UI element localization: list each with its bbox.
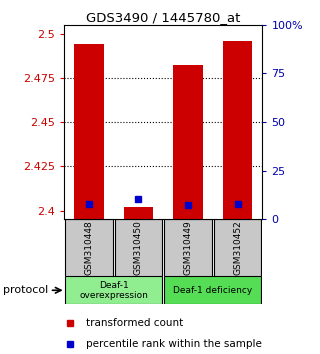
- Bar: [115, 219, 162, 276]
- Bar: [74, 44, 104, 219]
- Bar: [173, 65, 203, 219]
- Bar: [223, 41, 252, 219]
- Bar: [65, 219, 113, 276]
- Bar: [65, 276, 162, 304]
- Text: transformed count: transformed count: [86, 318, 184, 328]
- Text: GSM310450: GSM310450: [134, 220, 143, 275]
- Text: protocol: protocol: [3, 285, 48, 295]
- Title: GDS3490 / 1445780_at: GDS3490 / 1445780_at: [86, 11, 240, 24]
- Text: percentile rank within the sample: percentile rank within the sample: [86, 339, 262, 349]
- Bar: [124, 207, 153, 219]
- Text: Deaf-1
overexpression: Deaf-1 overexpression: [79, 281, 148, 300]
- Bar: [164, 219, 212, 276]
- Bar: [164, 276, 261, 304]
- Text: Deaf-1 deficiency: Deaf-1 deficiency: [173, 286, 252, 295]
- Text: GSM310449: GSM310449: [183, 221, 193, 275]
- Text: GSM310452: GSM310452: [233, 221, 242, 275]
- Text: GSM310448: GSM310448: [84, 221, 93, 275]
- Bar: [214, 219, 261, 276]
